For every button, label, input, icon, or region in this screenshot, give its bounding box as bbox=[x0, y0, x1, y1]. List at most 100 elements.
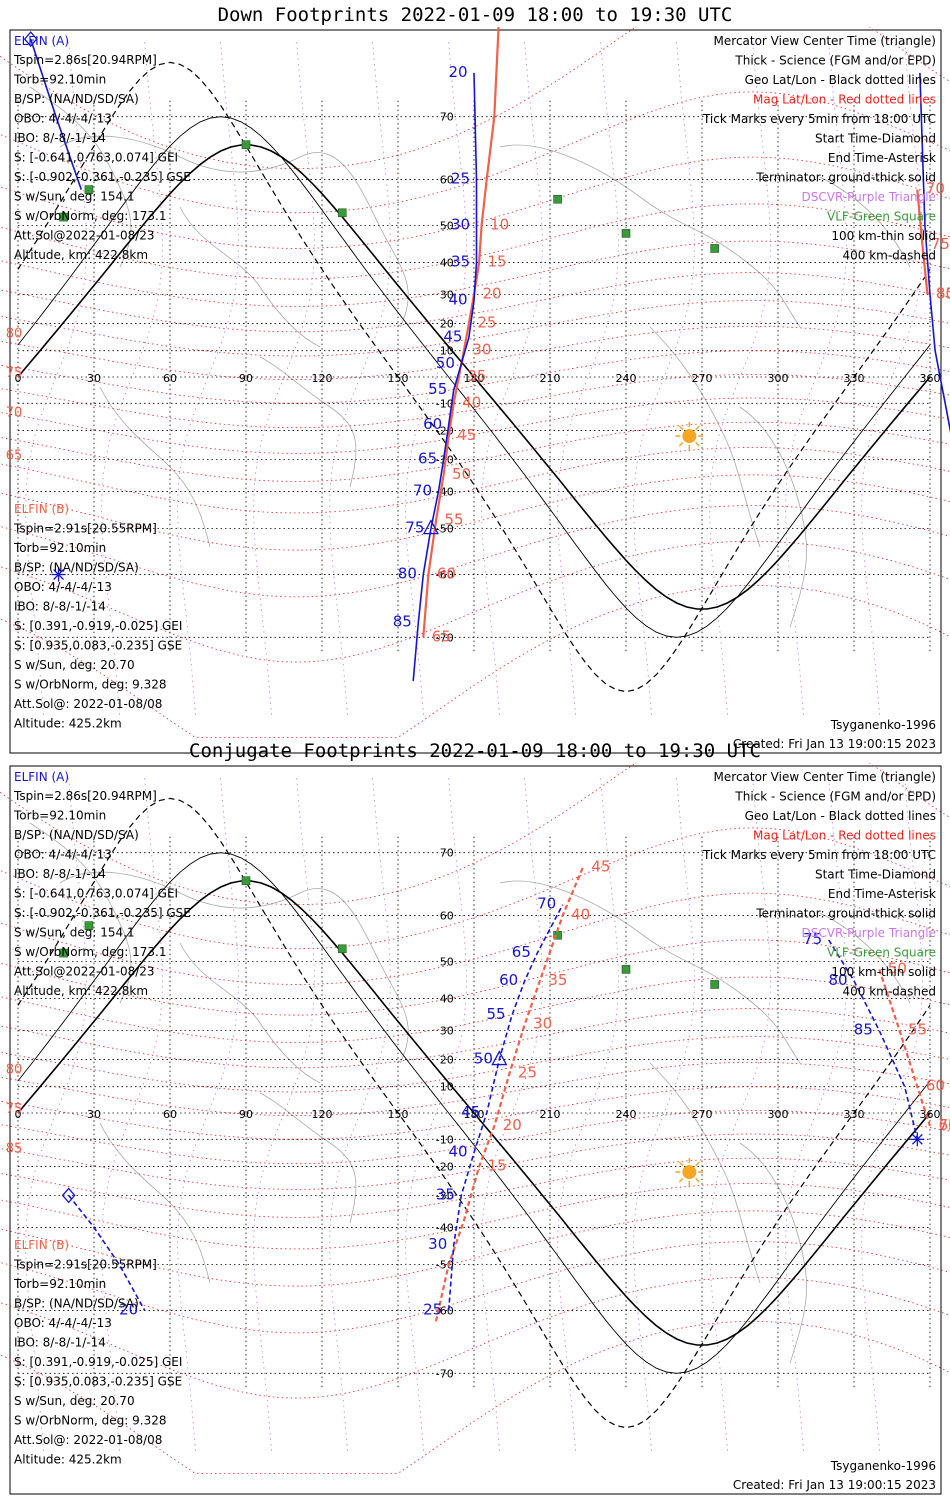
elfin-a-info-line: IBO: 8/-8/-1/-14 bbox=[14, 131, 106, 145]
mag-latitude-line bbox=[0, 240, 950, 307]
center-time-triangle-icon bbox=[422, 519, 440, 535]
lon-tick-label: 0 bbox=[15, 372, 22, 385]
lat-tick-label: 50 bbox=[440, 219, 454, 232]
elfin-b-tick-label: 60 bbox=[437, 565, 456, 583]
lon-tick-label: 360 bbox=[920, 1108, 941, 1121]
elfin-a-info-line: Tspin=2.86s[20.94RPM] bbox=[13, 789, 157, 803]
legend-item: Mag Lat/Lon - Red dotted lines bbox=[753, 93, 936, 107]
lat-tick-label: -70 bbox=[436, 1367, 454, 1380]
elfin-b-tick-label: 85 bbox=[936, 285, 950, 303]
mag-latitude-line bbox=[0, 373, 950, 429]
elfin-a-info-line: Att.Sol@2022-01-08/23 bbox=[14, 229, 155, 243]
mag-latitude-line bbox=[0, 397, 950, 454]
mag-latitude-line bbox=[0, 421, 950, 482]
lat-tick-label: -50 bbox=[436, 523, 454, 536]
lon-tick-label: 90 bbox=[239, 372, 253, 385]
elfin-b-tick-label: 10 bbox=[490, 215, 509, 233]
elfin-a-tick-label: 60 bbox=[499, 971, 518, 989]
legend-item: End Time-Asterisk bbox=[828, 887, 936, 901]
elfin-a-info-line: S w/Sun, deg: 154.1 bbox=[14, 190, 135, 204]
mag-latitude-line bbox=[0, 1157, 950, 1218]
elfin-b-tick-label: 35 bbox=[548, 971, 567, 989]
mag-latitude-line bbox=[0, 272, 950, 333]
panel-title-conjugate: Conjugate Footprints 2022-01-09 18:00 to… bbox=[189, 740, 761, 762]
lon-tick-label: 330 bbox=[844, 1108, 865, 1121]
mag-latitude-line bbox=[0, 505, 950, 598]
elfin-b-info-line: Att.Sol@: 2022-01-08/08 bbox=[14, 697, 162, 711]
elfin-a-label: ELFIN (A) bbox=[14, 770, 69, 784]
elfin-b-tick-label: 55 bbox=[444, 511, 463, 529]
panel-title-down: Down Footprints 2022-01-09 18:00 to 19:3… bbox=[217, 4, 733, 26]
sun-ray bbox=[695, 425, 700, 431]
elfin-b-tick-label: 30 bbox=[533, 1014, 552, 1032]
elfin-b-info-line: OBO: 4/-4/-4/-13 bbox=[14, 580, 112, 594]
lat-tick-label: -70 bbox=[436, 631, 454, 644]
sun-icon bbox=[682, 429, 697, 444]
elfin-a-tick-label: 75 bbox=[803, 930, 822, 948]
elfin-a-info-line: S: [-0.641,0.763,0.074] GEI bbox=[14, 151, 178, 165]
legend-item: DSCVR-Purple Triangle bbox=[802, 926, 936, 940]
lat-tick-label: -60 bbox=[436, 569, 454, 582]
elfin-b-label: ELFIN (B) bbox=[14, 1238, 69, 1252]
vlf-station-square bbox=[621, 965, 631, 974]
elfin-a-tick-label: 25 bbox=[423, 1301, 442, 1319]
mag-latitude-line bbox=[0, 91, 950, 214]
elfin-a-info-line: Torb=92.10min bbox=[13, 809, 106, 823]
mag-latitude-line bbox=[0, 1241, 950, 1334]
mag-latitude-line bbox=[0, 540, 950, 663]
lon-tick-label: 0 bbox=[15, 1108, 22, 1121]
elfin-a-info-line: S: [-0.902,-0.361,-0.235] GSE bbox=[14, 906, 191, 920]
created-timestamp: Created: Fri Jan 13 19:00:15 2023 bbox=[733, 1478, 936, 1492]
lat-tick-label: -20 bbox=[436, 1160, 454, 1173]
elfin-a-tick-label: 30 bbox=[451, 215, 470, 233]
elfin-b-tick-label: 20 bbox=[503, 1116, 522, 1134]
lat-tick-label: 10 bbox=[440, 1081, 454, 1094]
elfin-b-label: ELFIN (B) bbox=[14, 502, 69, 516]
elfin-b-tick-label: 65 bbox=[938, 1116, 950, 1134]
sun-ray bbox=[678, 1161, 684, 1167]
legend-item: Mercator View Center Time (triangle) bbox=[714, 770, 936, 784]
coastline bbox=[499, 144, 801, 328]
elfin-a-tick-label: 50 bbox=[436, 354, 455, 372]
sun-ray bbox=[678, 425, 684, 431]
elfin-a-info-line: S w/OrbNorm, deg: 173.1 bbox=[14, 209, 166, 223]
legend-item: VLF-Green Square bbox=[827, 210, 936, 224]
elfin-a-tick-label: 65 bbox=[512, 943, 531, 961]
elfin-b-info-line: S w/Sun, deg: 20.70 bbox=[14, 1394, 135, 1408]
elfin-a-tick-label: 45 bbox=[461, 1103, 480, 1121]
coastline bbox=[649, 1062, 761, 1284]
elfin-b-info-line: S: [0.935,0.083,-0.235] GSE bbox=[14, 1375, 182, 1389]
vlf-station-square bbox=[710, 244, 719, 253]
elfin-b-info-line: S: [0.391,-0.919,-0.025] GEI bbox=[14, 619, 182, 633]
elfin-b-tick-label: 40 bbox=[571, 905, 590, 923]
lat-tick-label: -10 bbox=[436, 1133, 454, 1146]
terminator-ground bbox=[17, 880, 931, 1346]
sun-ray bbox=[678, 1177, 684, 1183]
elfin-b-tick-label: 70 bbox=[938, 1116, 950, 1134]
elfin-a-track bbox=[29, 38, 950, 682]
legend-item: Start Time-Diamond bbox=[815, 868, 936, 882]
vlf-station-square bbox=[84, 921, 94, 930]
coastline bbox=[179, 942, 321, 1084]
elfin-b-tick-label: 55 bbox=[908, 1021, 927, 1039]
lat-tick-label: 20 bbox=[440, 318, 454, 331]
elfin-b-info-line: B/SP: (NA/ND/SD/SA) bbox=[14, 1297, 139, 1311]
lat-tick-label: -10 bbox=[436, 397, 454, 410]
coastline bbox=[59, 871, 409, 1064]
elfin-b-tick-label: 40 bbox=[462, 393, 481, 411]
legend-item: Tick Marks every 5min from 18:00 UTC bbox=[702, 112, 936, 126]
elfin-a-tick-label: 85 bbox=[393, 613, 412, 631]
elfin-a-tick-label: 30 bbox=[428, 1235, 447, 1253]
elfin-a-info-line: Torb=92.10min bbox=[13, 73, 106, 87]
lat-tick-label: 30 bbox=[440, 1025, 454, 1038]
start-diamond-icon bbox=[61, 1187, 76, 1204]
coastline bbox=[649, 326, 761, 548]
lon-tick-label: 120 bbox=[312, 372, 333, 385]
mag-latitude-line bbox=[0, 827, 950, 950]
end-asterisk-icon bbox=[911, 1133, 923, 1145]
mag-lat-label: 80 bbox=[6, 326, 23, 341]
terminator-400km bbox=[17, 797, 931, 1429]
terminator-100km bbox=[17, 852, 931, 1374]
elfin-a-info-line: S w/Sun, deg: 154.1 bbox=[14, 926, 135, 940]
terminator-400km bbox=[17, 61, 931, 693]
